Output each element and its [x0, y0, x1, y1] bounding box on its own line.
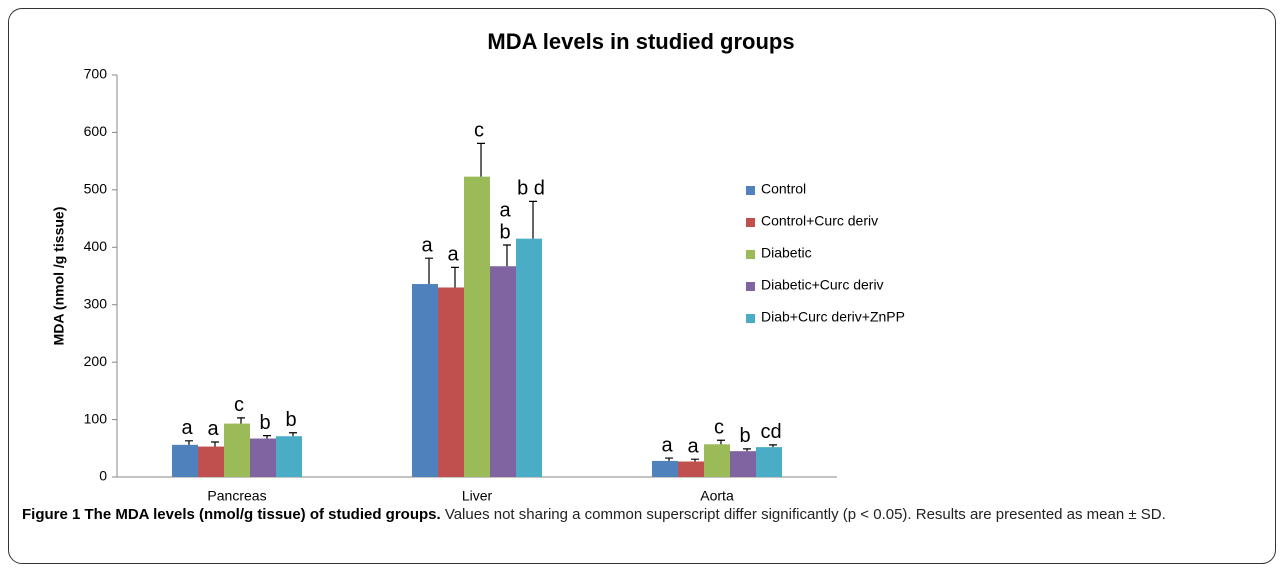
caption-text: Values not sharing a common superscript … [444, 506, 1166, 523]
bar [198, 446, 224, 477]
x-tick-label: Pancreas [207, 488, 266, 504]
error-bar [743, 448, 751, 452]
y-tick-label: 400 [84, 238, 108, 254]
legend-label: Diabetic+Curc deriv [761, 277, 884, 293]
significance-letter: b [499, 221, 510, 243]
legend-label: Control [761, 181, 806, 197]
error-bar [529, 200, 537, 239]
bar [438, 287, 464, 477]
significance-letter: b [259, 412, 270, 434]
error-bar [451, 266, 459, 288]
y-tick-label: 300 [84, 295, 108, 311]
bar [464, 176, 490, 478]
caption-label: Figure 1 The MDA levels (nmol/g tissue) … [22, 506, 441, 523]
significance-letter: b d [517, 178, 545, 200]
significance-letter: a [181, 417, 193, 439]
error-bar [477, 142, 485, 177]
bar [224, 423, 250, 477]
y-tick-label: 0 [99, 468, 107, 484]
y-tick-label: 500 [84, 181, 108, 197]
error-bar [425, 257, 433, 285]
error-bar [665, 457, 673, 461]
error-bar [263, 435, 271, 439]
significance-letter: b [285, 409, 296, 431]
x-tick-label: Aorta [700, 488, 734, 504]
error-bar [503, 244, 511, 267]
significance-letter: c [714, 417, 724, 439]
legend-swatch [746, 282, 755, 291]
error-bar [691, 458, 699, 462]
legend-label: Diab+Curc deriv+ZnPP [761, 309, 905, 325]
significance-letter: a [661, 434, 673, 456]
y-tick-label: 100 [84, 410, 108, 426]
bar [276, 436, 302, 477]
bar [704, 444, 730, 477]
legend-swatch [746, 218, 755, 227]
bar [412, 284, 438, 477]
bar [756, 447, 782, 477]
bar [490, 266, 516, 477]
error-bar [237, 417, 245, 424]
significance-letter: a [499, 199, 511, 221]
significance-letter: c [474, 120, 484, 142]
y-tick-label: 700 [84, 66, 108, 82]
bar [250, 438, 276, 477]
y-tick-label: 600 [84, 123, 108, 139]
error-bar [717, 439, 725, 445]
legend-swatch [746, 314, 755, 323]
error-bar [211, 441, 219, 447]
bar [516, 238, 542, 477]
bar [172, 444, 198, 477]
significance-letter: a [421, 234, 433, 256]
significance-letter: a [447, 244, 459, 266]
x-tick-label: Liver [462, 488, 493, 504]
figure-frame [8, 8, 1276, 564]
significance-letter: b [739, 425, 750, 447]
significance-letter: a [207, 418, 219, 440]
legend-label: Control+Curc deriv [761, 213, 878, 229]
chart-title: MDA levels in studied groups [487, 29, 794, 54]
error-bar [769, 444, 777, 448]
y-tick-label: 200 [84, 353, 108, 369]
bar [730, 451, 756, 477]
legend-swatch [746, 250, 755, 259]
caption: Figure 1 The MDA levels (nmol/g tissue) … [22, 503, 1262, 527]
significance-letter: cd [760, 421, 781, 443]
bar [678, 461, 704, 477]
error-bar [289, 432, 297, 437]
y-axis-label: MDA (nmol /g tissue) [51, 207, 67, 346]
significance-letter: c [234, 394, 244, 416]
error-bar [185, 440, 193, 445]
bar [652, 460, 678, 477]
legend-label: Diabetic [761, 245, 812, 261]
significance-letter: a [687, 435, 699, 457]
legend-swatch [746, 186, 755, 195]
